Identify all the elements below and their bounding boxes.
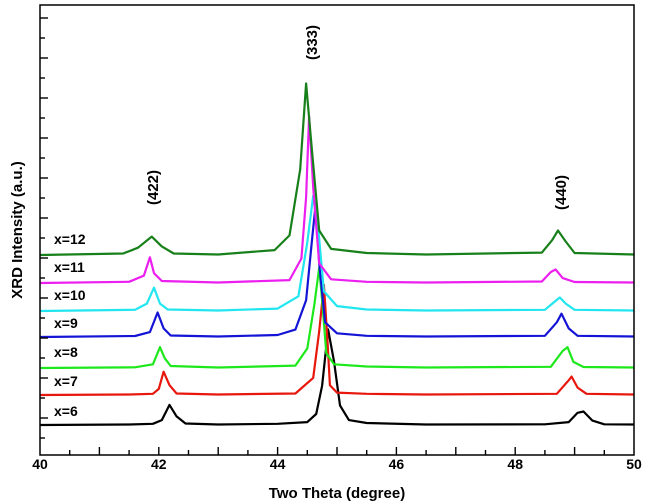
series-label-x-9: x=9	[54, 315, 78, 331]
x-tick-label: 42	[151, 456, 167, 472]
x-tick-label: 40	[32, 456, 48, 472]
series-line-x-12	[39, 82, 635, 257]
x-tick-label: 50	[626, 456, 642, 472]
series-label-x-11: x=11	[54, 259, 85, 275]
series-label-x-7: x=7	[54, 373, 78, 389]
series-layer	[39, 82, 635, 427]
x-axis-title: Two Theta (degree)	[269, 485, 405, 502]
series-label-x-8: x=8	[54, 344, 78, 360]
y-axis-title: XRD Intensity (a.u.)	[9, 161, 26, 299]
series-line-x-6	[39, 328, 635, 427]
peak-label: (422)	[145, 170, 162, 205]
series-label-x-12: x=12	[54, 231, 86, 247]
peak-label: (333)	[304, 25, 321, 60]
series-line-x-10	[39, 194, 635, 313]
series-line-x-11	[39, 115, 635, 285]
x-tick-label: 48	[507, 456, 523, 472]
x-tick-label: 46	[389, 456, 405, 472]
tick-layer: 40 42 44 46 48 50	[32, 17, 642, 472]
peak-label: (440)	[553, 175, 570, 210]
series-label-layer: x=6 x=7 x=8 x=9 x=10 x=11 x=12	[54, 231, 86, 419]
series-label-x-6: x=6	[54, 403, 78, 419]
series-label-x-10: x=10	[54, 287, 86, 303]
x-tick-label: 44	[270, 456, 286, 472]
series-line-x-9	[39, 203, 635, 339]
peak-label-layer: (422) (333) (440)	[145, 25, 570, 210]
